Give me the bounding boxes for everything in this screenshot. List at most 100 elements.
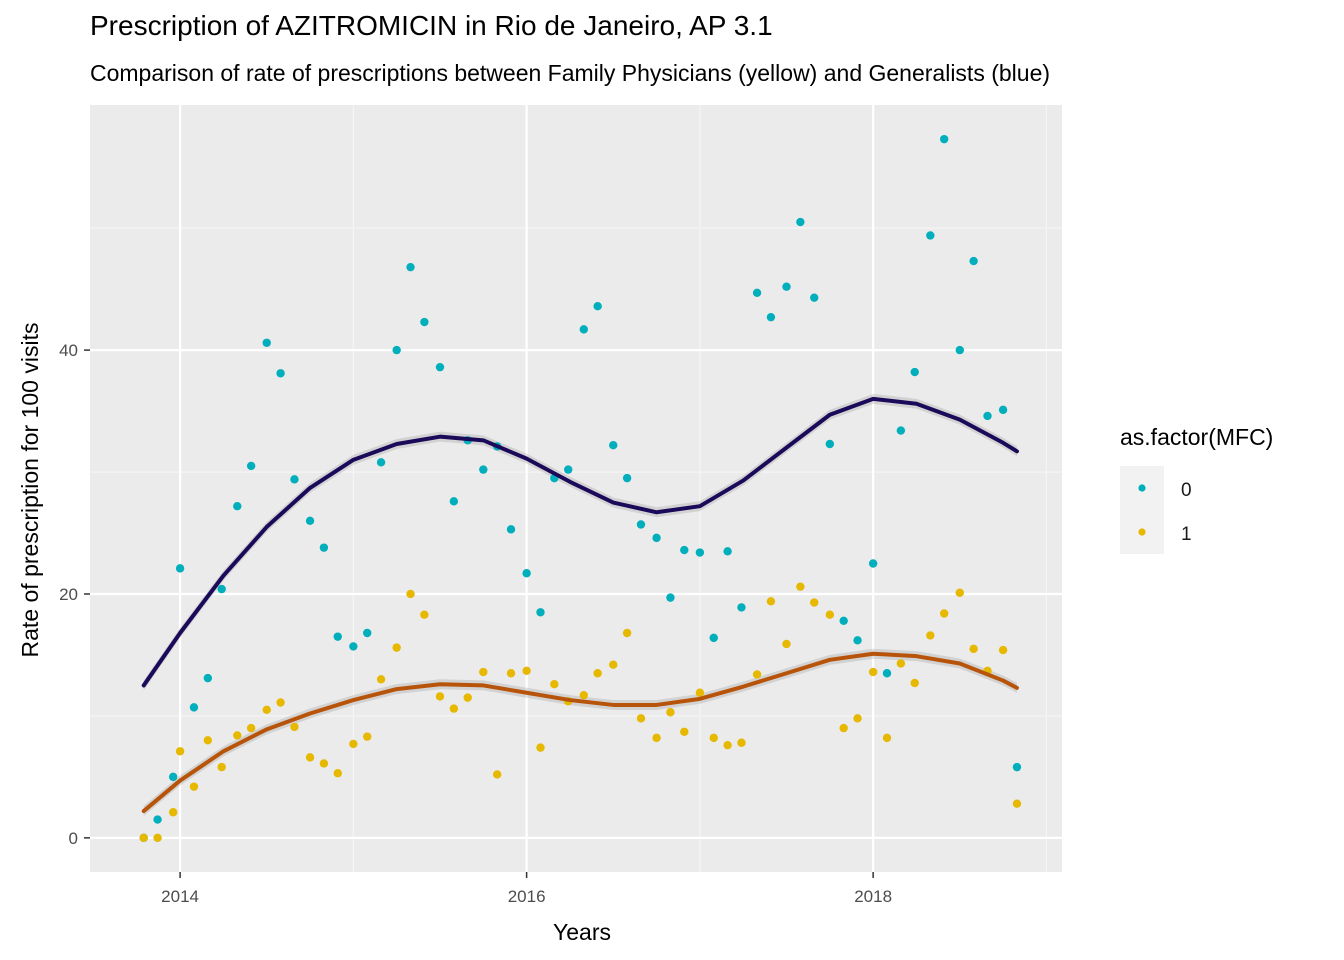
data-point-0 <box>666 593 675 602</box>
y-tick-label: 40 <box>59 341 78 360</box>
data-point-1 <box>262 705 271 715</box>
plot-panel <box>90 105 1062 872</box>
data-point-1 <box>622 628 632 638</box>
data-point-0 <box>939 134 949 144</box>
data-point-1 <box>449 704 459 713</box>
data-point-1 <box>168 808 178 817</box>
data-point-1 <box>506 669 516 678</box>
data-point-1 <box>435 692 445 701</box>
data-point-1 <box>522 666 531 675</box>
grid-major <box>90 105 1062 872</box>
data-point-0 <box>896 426 906 435</box>
data-point-1 <box>189 782 199 791</box>
data-point-0 <box>536 608 545 617</box>
data-point-0 <box>392 345 401 355</box>
data-point-0 <box>955 345 964 355</box>
data-point-0 <box>839 616 848 626</box>
data-point-1 <box>810 598 819 607</box>
data-point-0 <box>564 465 573 474</box>
y-tick-label: 0 <box>69 829 78 848</box>
y-axis-label: Rate of prescription for 100 visits <box>17 323 43 658</box>
data-point-0 <box>217 584 226 594</box>
data-point-1 <box>376 675 386 684</box>
data-point-1 <box>839 723 848 733</box>
data-point-1 <box>652 733 661 743</box>
data-point-0 <box>825 439 835 449</box>
data-point-1 <box>680 727 689 736</box>
data-point-1 <box>955 588 964 597</box>
data-point-0 <box>983 411 992 421</box>
data-point-1 <box>969 644 978 654</box>
data-point-0 <box>435 362 445 372</box>
legend-dot-0 <box>1138 484 1146 492</box>
data-point-1 <box>363 732 372 741</box>
data-point-0 <box>636 520 646 529</box>
data-point-1 <box>766 597 776 606</box>
data-point-1 <box>868 667 878 677</box>
data-point-1 <box>420 610 429 619</box>
x-tick-label: 2018 <box>854 887 892 906</box>
legend-dot-1 <box>1138 528 1146 536</box>
data-point-0 <box>319 543 329 552</box>
data-point-0 <box>233 501 242 511</box>
data-point-0 <box>246 461 256 471</box>
legend: as.factor(MFC) 0 1 <box>1120 424 1273 554</box>
data-point-0 <box>189 703 199 712</box>
data-point-1 <box>463 693 472 702</box>
data-point-1 <box>782 639 791 649</box>
data-point-1 <box>926 631 935 640</box>
data-point-0 <box>782 282 791 291</box>
data-point-1 <box>709 733 718 743</box>
data-point-1 <box>796 582 805 591</box>
data-point-1 <box>939 609 949 618</box>
data-point-1 <box>579 690 588 700</box>
data-point-0 <box>868 559 878 568</box>
data-point-1 <box>217 762 226 772</box>
data-point-0 <box>680 545 689 555</box>
x-tick-label: 2014 <box>161 887 199 906</box>
data-point-1 <box>153 833 162 843</box>
data-point-0 <box>622 473 632 483</box>
data-point-0 <box>926 231 935 240</box>
data-point-0 <box>420 317 429 327</box>
data-point-1 <box>319 759 329 768</box>
x-axis: 2014 2016 2018 <box>161 872 892 906</box>
data-point-1 <box>593 669 602 678</box>
data-point-0 <box>363 628 372 638</box>
data-point-0 <box>1012 762 1022 772</box>
data-point-0 <box>695 548 705 557</box>
data-point-1 <box>998 645 1008 655</box>
data-point-0 <box>810 293 819 302</box>
data-point-1 <box>666 708 675 717</box>
legend-label-1: 1 <box>1181 524 1192 545</box>
data-point-0 <box>349 642 358 651</box>
data-point-1 <box>349 739 358 749</box>
data-point-0 <box>506 525 516 534</box>
data-point-0 <box>723 547 732 556</box>
data-point-0 <box>882 669 892 678</box>
data-point-1 <box>853 714 862 723</box>
data-point-0 <box>203 673 213 683</box>
data-point-1 <box>276 698 285 707</box>
data-point-1 <box>290 722 299 732</box>
data-point-0 <box>276 369 285 378</box>
legend-label-0: 0 <box>1181 480 1192 501</box>
data-point-0 <box>796 217 805 227</box>
data-point-0 <box>652 533 661 543</box>
data-point-1 <box>752 670 762 679</box>
y-axis: 0 20 40 <box>59 341 90 848</box>
data-point-0 <box>579 325 588 334</box>
data-point-0 <box>853 636 862 645</box>
data-point-0 <box>168 772 178 782</box>
data-point-0 <box>998 405 1008 415</box>
data-point-1 <box>723 740 732 750</box>
chart-title: Prescription of AZITROMICIN in Rio de Ja… <box>90 10 773 41</box>
data-point-1 <box>406 589 415 599</box>
data-point-0 <box>609 441 618 450</box>
legend-title: as.factor(MFC) <box>1120 424 1273 450</box>
x-tick-label: 2016 <box>508 887 546 906</box>
data-points <box>139 134 1022 843</box>
data-point-0 <box>153 815 162 824</box>
data-point-0 <box>333 632 342 641</box>
